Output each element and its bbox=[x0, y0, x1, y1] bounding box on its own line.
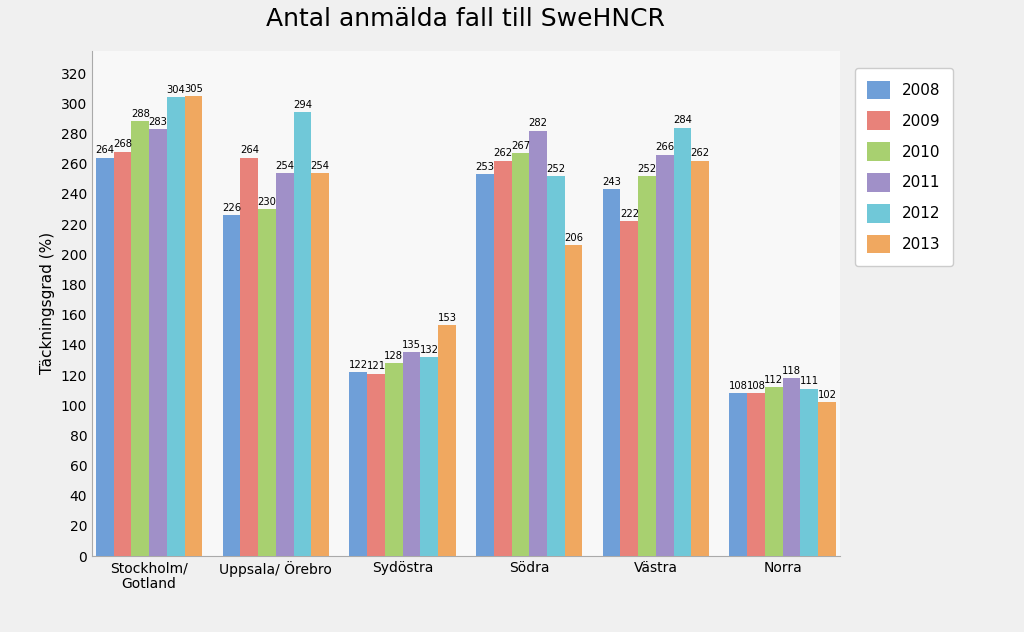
Bar bbox=[367, 374, 385, 556]
Text: 284: 284 bbox=[673, 115, 692, 125]
Bar bbox=[638, 176, 656, 556]
Text: 153: 153 bbox=[437, 313, 457, 323]
Bar bbox=[258, 209, 275, 556]
Text: 128: 128 bbox=[384, 351, 403, 361]
Bar bbox=[420, 357, 438, 556]
Text: 121: 121 bbox=[367, 362, 385, 371]
Text: 254: 254 bbox=[275, 161, 294, 171]
Bar bbox=[294, 112, 311, 556]
Legend: 2008, 2009, 2010, 2011, 2012, 2013: 2008, 2009, 2010, 2011, 2012, 2013 bbox=[855, 68, 953, 265]
Bar bbox=[311, 173, 329, 556]
Bar bbox=[184, 96, 203, 556]
Bar bbox=[782, 378, 801, 556]
Bar bbox=[603, 190, 621, 556]
Text: 264: 264 bbox=[95, 145, 115, 155]
Bar bbox=[765, 387, 782, 556]
Text: 304: 304 bbox=[167, 85, 185, 95]
Title: Antal anmälda fall till SweHNCR: Antal anmälda fall till SweHNCR bbox=[266, 6, 666, 30]
Bar bbox=[691, 161, 710, 556]
Text: 266: 266 bbox=[655, 142, 675, 152]
Bar bbox=[801, 389, 818, 556]
Bar bbox=[674, 128, 691, 556]
Text: 222: 222 bbox=[620, 209, 639, 219]
Bar bbox=[818, 402, 836, 556]
Bar bbox=[150, 129, 167, 556]
Y-axis label: Täckningsgrad (%): Täckningsgrad (%) bbox=[40, 233, 55, 374]
Text: 111: 111 bbox=[800, 377, 819, 386]
Bar bbox=[729, 393, 748, 556]
Text: 262: 262 bbox=[494, 149, 512, 159]
Bar bbox=[349, 372, 367, 556]
Bar bbox=[547, 176, 565, 556]
Bar bbox=[529, 131, 547, 556]
Bar bbox=[402, 353, 420, 556]
Bar bbox=[131, 121, 150, 556]
Text: 108: 108 bbox=[746, 381, 766, 391]
Text: 288: 288 bbox=[131, 109, 150, 119]
Bar bbox=[512, 153, 529, 556]
Bar bbox=[241, 158, 258, 556]
Text: 262: 262 bbox=[691, 149, 710, 159]
Text: 102: 102 bbox=[817, 390, 837, 400]
Text: 267: 267 bbox=[511, 141, 530, 151]
Text: 253: 253 bbox=[475, 162, 495, 172]
Text: 305: 305 bbox=[184, 83, 203, 94]
Text: 132: 132 bbox=[420, 344, 438, 355]
Bar bbox=[621, 221, 638, 556]
Text: 206: 206 bbox=[564, 233, 583, 243]
Text: 268: 268 bbox=[113, 140, 132, 149]
Text: 264: 264 bbox=[240, 145, 259, 155]
Text: 243: 243 bbox=[602, 177, 622, 187]
Text: 282: 282 bbox=[528, 118, 548, 128]
Text: 108: 108 bbox=[729, 381, 748, 391]
Bar bbox=[748, 393, 765, 556]
Bar bbox=[494, 161, 512, 556]
Text: 252: 252 bbox=[547, 164, 565, 174]
Bar bbox=[656, 155, 674, 556]
Bar bbox=[167, 97, 184, 556]
Bar bbox=[114, 152, 131, 556]
Bar bbox=[385, 363, 402, 556]
Bar bbox=[476, 174, 494, 556]
Bar bbox=[275, 173, 294, 556]
Text: 283: 283 bbox=[148, 117, 168, 127]
Text: 118: 118 bbox=[782, 366, 801, 376]
Text: 122: 122 bbox=[348, 360, 368, 370]
Text: 112: 112 bbox=[764, 375, 783, 385]
Bar bbox=[565, 245, 583, 556]
Text: 135: 135 bbox=[402, 340, 421, 350]
Text: 252: 252 bbox=[638, 164, 656, 174]
Bar bbox=[438, 325, 456, 556]
Text: 294: 294 bbox=[293, 100, 312, 110]
Text: 230: 230 bbox=[258, 197, 276, 207]
Text: 226: 226 bbox=[222, 203, 241, 213]
Text: 254: 254 bbox=[310, 161, 330, 171]
Bar bbox=[96, 158, 114, 556]
Bar bbox=[222, 215, 241, 556]
